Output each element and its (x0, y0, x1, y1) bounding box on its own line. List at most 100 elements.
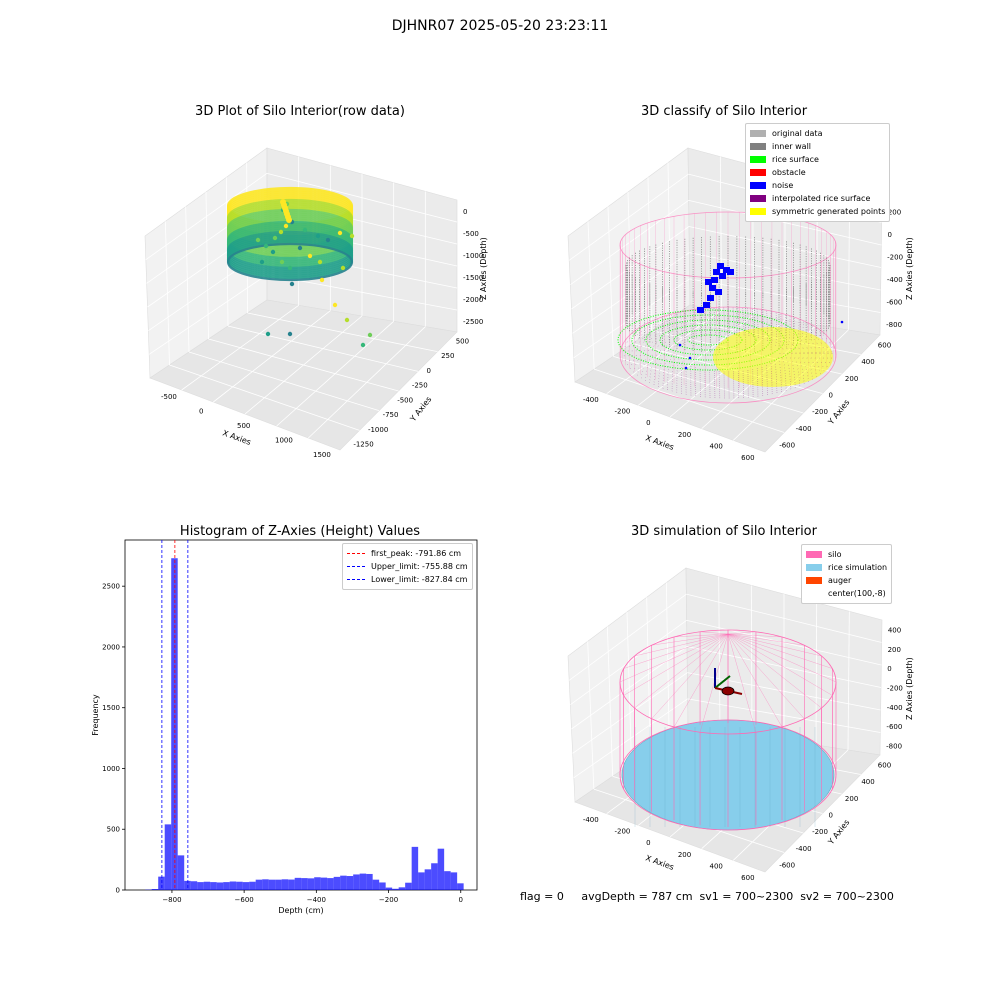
x-tick-label: 0 (459, 896, 463, 904)
histogram-bar (359, 873, 367, 890)
y-axis-label: Y Axies (826, 398, 852, 427)
histogram-bar (333, 876, 341, 890)
silo-roof-line (727, 633, 805, 646)
legend-label: center(100,-8) (828, 589, 886, 598)
raw-point (278, 229, 284, 235)
silo-roof-line (727, 633, 822, 709)
z-tick-label: 200 (888, 646, 901, 654)
z-tick-label: -800 (886, 321, 902, 329)
noise-points (705, 279, 712, 285)
legend-swatch (750, 208, 766, 215)
histogram-bar (229, 881, 237, 890)
histogram-bar (236, 881, 243, 890)
legend-swatch (750, 156, 766, 163)
z-tick-label: -600 (887, 298, 903, 306)
y-tick-label: -1000 (368, 426, 388, 434)
legend-entry: center(100,-8) (806, 587, 887, 600)
silo-roof-line (634, 633, 729, 709)
z-tick-label: 400 (888, 627, 901, 635)
histogram-bar (424, 869, 432, 890)
interpolated-rice-points (655, 323, 801, 383)
z-axis-label: Z Axies (Depth) (479, 237, 488, 300)
legend-entry: inner wall (750, 140, 885, 153)
raw-point (279, 259, 285, 265)
z-tick-label: -600 (886, 723, 902, 731)
silo-roof-line (623, 633, 729, 669)
noise-points (727, 269, 734, 275)
legend-entry: first_peak: -791.86 cm (347, 547, 468, 560)
raw-point-cluster (286, 217, 292, 223)
y-tick-label: -200 (812, 828, 828, 836)
silo-roof-line (651, 633, 729, 719)
z-tick-label: -500 (463, 230, 479, 238)
histogram-bar (372, 879, 380, 890)
raw-point (332, 302, 338, 308)
z-tick-label: -2500 (463, 318, 483, 326)
y-tick-label: -600 (779, 862, 795, 870)
x-tick-label: 400 (710, 443, 723, 451)
silo-roof-line (727, 633, 805, 719)
silo-roof-line (727, 633, 833, 669)
raw-point (263, 243, 269, 249)
legend-entry: symmetric generated points (750, 205, 885, 218)
legend-swatch (750, 130, 766, 137)
raw-point (302, 227, 308, 233)
interpolated-rice-points (639, 315, 817, 391)
raw-point (289, 281, 295, 287)
interpolated-rice-points (631, 311, 825, 395)
raw-point-ring (226, 242, 354, 282)
symmetric-generated-points (713, 327, 833, 387)
histogram-bar (457, 883, 464, 890)
histogram-bar (158, 876, 165, 890)
legend-label: symmetric generated points (772, 207, 886, 216)
legend-swatch (750, 143, 766, 150)
legend-label: interpolated rice surface (772, 194, 871, 203)
histogram-bar (340, 875, 347, 890)
grid-line (247, 312, 438, 353)
legend-label: obstacle (772, 168, 806, 177)
auger-y-arrow (714, 675, 731, 689)
noise-point (684, 366, 688, 370)
y-tick-label: -500 (397, 396, 413, 404)
y-tick-label: 0 (426, 367, 430, 375)
x-tick-label: −400 (307, 896, 326, 904)
histogram-bar (411, 846, 419, 890)
histogram-bar (320, 877, 328, 890)
noise-points (709, 285, 716, 291)
histogram-bar (385, 887, 393, 890)
histogram-bar (288, 879, 295, 890)
y-axis-label: Y Axies (826, 818, 852, 847)
legend-label: silo (828, 550, 842, 559)
raw-point (259, 259, 265, 265)
histogram-bar (405, 882, 412, 890)
x-tick-label: 1000 (275, 436, 293, 444)
z-tick-label: 0 (887, 665, 891, 673)
legend-label: Upper_limit: -755.88 cm (371, 562, 468, 571)
histogram-bar (281, 879, 289, 890)
noise-points (723, 267, 730, 273)
interpolated-rice-points (623, 307, 833, 399)
noise-points (703, 302, 710, 308)
histogram-bar (203, 881, 211, 890)
legend-entry: auger (806, 574, 887, 587)
z-axis-label: Z Axies (Depth) (905, 237, 914, 300)
raw-point (367, 332, 373, 338)
x-tick-label: −600 (235, 896, 254, 904)
x-tick-label: 600 (741, 874, 754, 882)
legend-entry: interpolated rice surface (750, 192, 885, 205)
histogram-bar (392, 888, 399, 890)
y-tick-label: 500 (107, 826, 120, 834)
histogram-bar (164, 824, 172, 890)
legend-label: rice surface (772, 155, 819, 164)
histogram-bar (398, 887, 406, 890)
simulation-legend: silo rice simulation auger center(100,-8) (801, 544, 893, 604)
z-tick-label: -1000 (463, 252, 483, 260)
grid-line (847, 611, 850, 751)
silo-roof-line (727, 633, 833, 696)
noise-points (713, 269, 720, 275)
x-tick-label: 400 (710, 863, 723, 871)
x-axis-label: X Axies (221, 428, 252, 447)
y-tick-label: -400 (796, 845, 812, 853)
y-tick-label: 0 (829, 812, 833, 820)
